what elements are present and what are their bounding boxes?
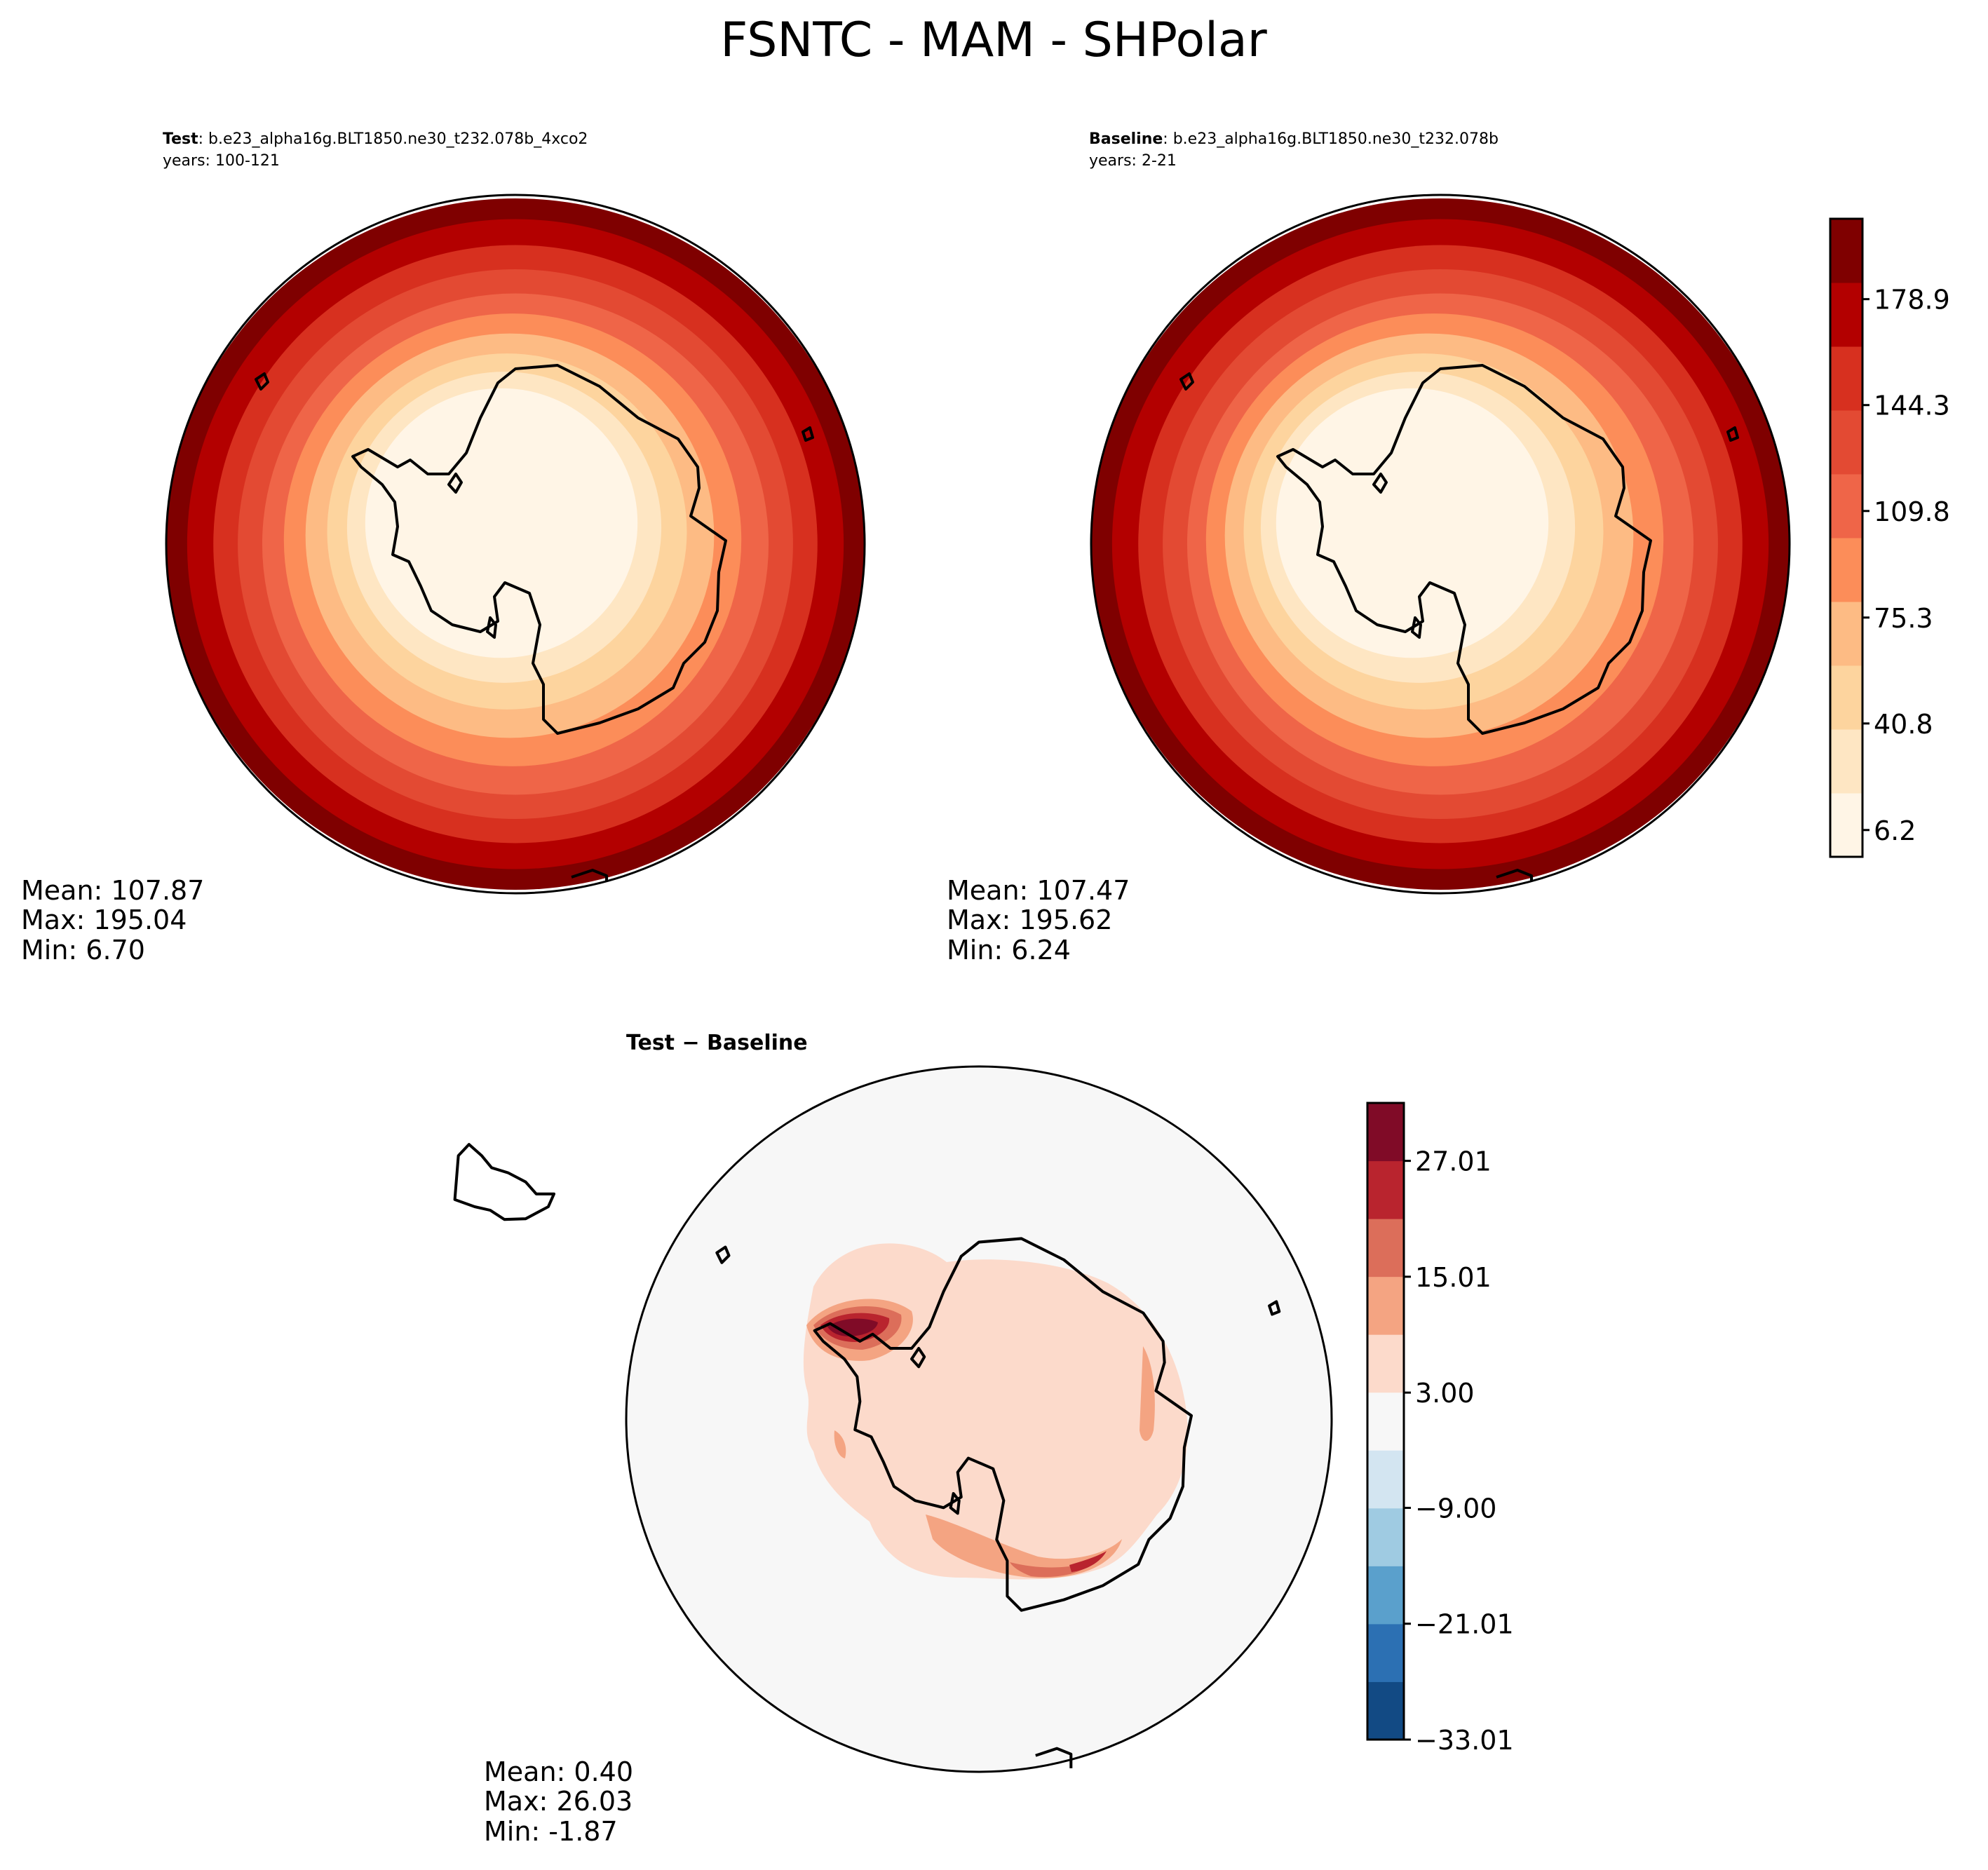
- map-test-boundary: [165, 194, 866, 895]
- map-baseline-boundary: [1090, 194, 1791, 895]
- map-baseline: [1091, 198, 1790, 890]
- colorbar-frame: [1366, 1102, 1405, 1741]
- panel-diff-min: Min: -1.87: [484, 1816, 618, 1847]
- colorbar-tick-label: 75.3: [1874, 603, 1933, 634]
- colorbar-tick-label: −21.01: [1415, 1609, 1514, 1640]
- colorbar-segment-7: [1367, 1276, 1404, 1335]
- map-baseline-contours: [1091, 198, 1790, 890]
- panel-test-max: Max: 195.04: [21, 904, 187, 935]
- panel-test-mean: Mean: 107.87: [21, 875, 204, 906]
- colorbar-segment-4: [1830, 538, 1862, 602]
- panel-test: Test: b.e23_alpha16g.BLT1850.ne30_t232.0…: [21, 130, 866, 966]
- figure-title: FSNTC - MAM - SHPolar: [720, 13, 1266, 68]
- colorbar-tick-label: 40.8: [1874, 709, 1933, 740]
- panel-diff-max: Max: 26.03: [484, 1786, 633, 1817]
- panel-diff-mean: Mean: 0.40: [484, 1756, 633, 1787]
- panel-test-case: : b.e23_alpha16g.BLT1850.ne30_t232.078b_…: [198, 130, 588, 148]
- panel-baseline-mean: Mean: 107.47: [947, 875, 1130, 906]
- colorbar-diff: −33.01 −21.01 −9.00 3.00 15.01 27.01: [1366, 1102, 1514, 1756]
- colorbar-tick-label: 15.01: [1415, 1262, 1492, 1293]
- colorbar-segment-6: [1367, 1334, 1404, 1393]
- colorbar-segment-1: [1830, 729, 1862, 794]
- colorbar-tick-label: 6.2: [1874, 815, 1916, 846]
- panel-baseline-label: Baseline: [1089, 130, 1163, 148]
- colorbar-tick-label: 144.3: [1874, 391, 1950, 421]
- map-diff-coastlines: [455, 1144, 1281, 1768]
- colorbar-segment-1: [1367, 1623, 1404, 1682]
- colorbar-segment-8: [1830, 283, 1862, 347]
- colorbar-segment-3: [1367, 1507, 1404, 1566]
- panel-baseline-max: Max: 195.62: [947, 904, 1112, 935]
- colorbar-segment-7: [1830, 346, 1862, 411]
- panel-test-min: Min: 6.70: [21, 935, 145, 966]
- colorbar-tick-label: −9.00: [1415, 1493, 1496, 1524]
- map-test: [166, 198, 865, 890]
- panel-baseline-case: : b.e23_alpha16g.BLT1850.ne30_t232.078b: [1163, 130, 1499, 148]
- panel-diff: Test − Baseline Mean: 0.40 Max: 26.03: [455, 1031, 1333, 1847]
- colorbar-field: 6.2 40.8 75.3 109.8 144.3 178.9: [1829, 217, 1950, 858]
- map-diff-anomalies: [803, 1243, 1188, 1580]
- colorbar-segment-3: [1830, 602, 1862, 666]
- colorbar-segment-5: [1830, 474, 1862, 538]
- colorbar-segment-8: [1367, 1219, 1404, 1278]
- colorbar-segment-4: [1367, 1450, 1404, 1509]
- colorbar-tick-label: −33.01: [1415, 1725, 1514, 1756]
- colorbar-tick-label: 3.00: [1415, 1378, 1475, 1409]
- panel-test-label: Test: [163, 130, 198, 148]
- colorbar-segment-0: [1830, 793, 1862, 858]
- colorbar-segment-6: [1830, 410, 1862, 475]
- colorbar-segment-2: [1367, 1566, 1404, 1625]
- map-diff-boundary: [625, 1065, 1333, 1773]
- colorbar-tick-label: 109.8: [1874, 496, 1950, 527]
- panel-baseline-min: Min: 6.24: [947, 935, 1071, 966]
- colorbar-segment-5: [1367, 1392, 1404, 1451]
- colorbar-segment-2: [1830, 665, 1862, 730]
- colorbar-tick-label: 178.9: [1874, 285, 1950, 316]
- colorbar-segment-10: [1367, 1103, 1404, 1162]
- panel-test-years: years: 100-121: [163, 152, 280, 170]
- colorbar-segment-9: [1830, 219, 1862, 283]
- map-test-contours: [166, 198, 865, 890]
- colorbar-segment-9: [1367, 1160, 1404, 1219]
- panel-diff-label: Test − Baseline: [626, 1031, 808, 1055]
- panel-test-header: Test: b.e23_alpha16g.BLT1850.ne30_t232.0…: [163, 130, 588, 148]
- contour-ring-9: [365, 388, 638, 658]
- colorbar-tick-label: 27.01: [1415, 1146, 1492, 1177]
- colorbar-segment-0: [1367, 1681, 1404, 1740]
- panel-baseline: Baseline: b.e23_alpha16g.BLT1850.ne30_t2…: [947, 130, 1791, 966]
- panel-baseline-years: years: 2-21: [1089, 152, 1177, 170]
- contour-ring-9: [1276, 388, 1549, 658]
- panel-baseline-header: Baseline: b.e23_alpha16g.BLT1850.ne30_t2…: [1089, 130, 1499, 148]
- colorbar-frame: [1829, 217, 1864, 858]
